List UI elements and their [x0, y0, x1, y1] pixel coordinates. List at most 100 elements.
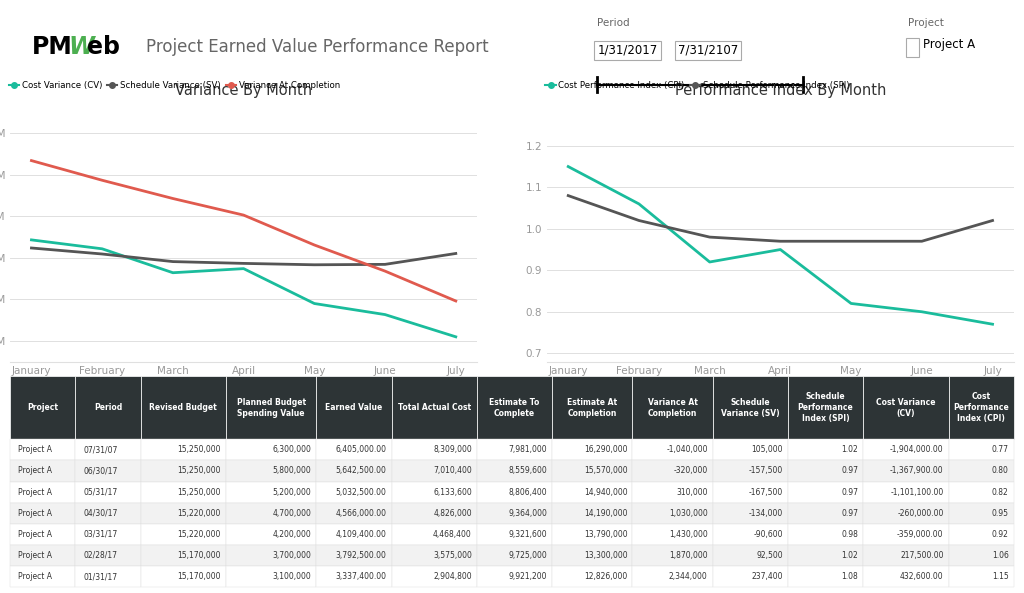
- Bar: [633, 460, 713, 482]
- Bar: [140, 376, 226, 439]
- Bar: [391, 376, 477, 439]
- Bar: [788, 482, 863, 503]
- Bar: [552, 503, 633, 524]
- Bar: [477, 503, 552, 524]
- Text: Project A: Project A: [18, 530, 52, 539]
- Text: 0.98: 0.98: [842, 530, 858, 539]
- Bar: [948, 524, 1014, 545]
- Bar: [226, 524, 316, 545]
- Bar: [76, 566, 140, 587]
- Text: 06/30/17: 06/30/17: [84, 467, 118, 476]
- Bar: [788, 524, 863, 545]
- Bar: [477, 439, 552, 460]
- Bar: [10, 376, 76, 439]
- Text: Project A: Project A: [18, 445, 52, 454]
- Bar: [552, 482, 633, 503]
- Text: 8,309,000: 8,309,000: [433, 445, 472, 454]
- Text: Project A: Project A: [18, 487, 52, 496]
- Text: 0.95: 0.95: [991, 509, 1009, 518]
- Bar: [863, 460, 948, 482]
- Text: Project Earned Value Performance Report: Project Earned Value Performance Report: [145, 38, 488, 56]
- Bar: [948, 460, 1014, 482]
- Text: -167,500: -167,500: [749, 487, 783, 496]
- Bar: [316, 545, 391, 566]
- Text: 432,600.00: 432,600.00: [900, 572, 943, 581]
- Text: 13,300,000: 13,300,000: [584, 551, 628, 560]
- Text: 4,200,000: 4,200,000: [272, 530, 311, 539]
- Text: 9,364,000: 9,364,000: [508, 509, 547, 518]
- Bar: [788, 376, 863, 439]
- Text: Project A: Project A: [18, 572, 52, 581]
- Bar: [863, 439, 948, 460]
- Bar: [391, 439, 477, 460]
- Bar: [316, 439, 391, 460]
- Text: 1.02: 1.02: [842, 445, 858, 454]
- Text: Period: Period: [597, 18, 630, 28]
- Text: 4,468,400: 4,468,400: [433, 530, 472, 539]
- Text: Variance At
Completion: Variance At Completion: [647, 397, 697, 417]
- Text: 15,220,000: 15,220,000: [177, 530, 221, 539]
- Bar: [10, 566, 76, 587]
- Text: Project: Project: [28, 403, 58, 412]
- Text: 4,109,400.00: 4,109,400.00: [336, 530, 387, 539]
- Bar: [788, 439, 863, 460]
- Text: 3,792,500.00: 3,792,500.00: [336, 551, 387, 560]
- Bar: [316, 376, 391, 439]
- Text: 2,344,000: 2,344,000: [669, 572, 708, 581]
- Bar: [948, 566, 1014, 587]
- Text: eb: eb: [86, 34, 120, 59]
- Text: Project A: Project A: [18, 467, 52, 476]
- Bar: [477, 545, 552, 566]
- Text: Estimate At
Completion: Estimate At Completion: [567, 397, 617, 417]
- Bar: [477, 566, 552, 587]
- Text: 3,100,000: 3,100,000: [272, 572, 311, 581]
- Bar: [477, 376, 552, 439]
- Bar: [552, 376, 633, 439]
- Title: Performance Index By Month: Performance Index By Month: [675, 82, 886, 97]
- Bar: [140, 439, 226, 460]
- Text: 6,300,000: 6,300,000: [272, 445, 311, 454]
- Text: Total Actual Cost: Total Actual Cost: [397, 403, 471, 412]
- Text: 15,250,000: 15,250,000: [177, 445, 221, 454]
- Text: 1,870,000: 1,870,000: [669, 551, 708, 560]
- Bar: [713, 482, 787, 503]
- Text: 1,030,000: 1,030,000: [669, 509, 708, 518]
- Legend: Cost Performance Index (CPI), Schedule Performance Index (SPI): Cost Performance Index (CPI), Schedule P…: [542, 77, 853, 93]
- Bar: [76, 439, 140, 460]
- Text: 12,826,000: 12,826,000: [584, 572, 628, 581]
- Bar: [226, 376, 316, 439]
- Text: 7/31/2107: 7/31/2107: [678, 44, 738, 57]
- Bar: [10, 439, 76, 460]
- Text: Estimate To
Complete: Estimate To Complete: [489, 397, 540, 417]
- Bar: [316, 566, 391, 587]
- Bar: [788, 566, 863, 587]
- Text: Project: Project: [908, 18, 944, 28]
- Text: 1.15: 1.15: [992, 572, 1009, 581]
- Bar: [391, 566, 477, 587]
- Bar: [633, 376, 713, 439]
- Text: 4,566,000.00: 4,566,000.00: [336, 509, 387, 518]
- Text: 3,700,000: 3,700,000: [272, 551, 311, 560]
- Bar: [633, 545, 713, 566]
- Bar: [391, 545, 477, 566]
- Bar: [552, 566, 633, 587]
- Text: 5,032,500.00: 5,032,500.00: [336, 487, 387, 496]
- Bar: [788, 503, 863, 524]
- Text: Revised Budget: Revised Budget: [150, 403, 217, 412]
- Bar: [140, 503, 226, 524]
- Bar: [477, 482, 552, 503]
- Bar: [906, 38, 920, 57]
- Text: 4,700,000: 4,700,000: [272, 509, 311, 518]
- Bar: [76, 482, 140, 503]
- Bar: [316, 524, 391, 545]
- Bar: [10, 503, 76, 524]
- Text: -90,600: -90,600: [754, 530, 783, 539]
- Text: 310,000: 310,000: [676, 487, 708, 496]
- Bar: [863, 524, 948, 545]
- Bar: [140, 460, 226, 482]
- Bar: [140, 482, 226, 503]
- Bar: [948, 482, 1014, 503]
- Bar: [552, 524, 633, 545]
- Text: 15,170,000: 15,170,000: [177, 551, 221, 560]
- Text: 14,940,000: 14,940,000: [584, 487, 628, 496]
